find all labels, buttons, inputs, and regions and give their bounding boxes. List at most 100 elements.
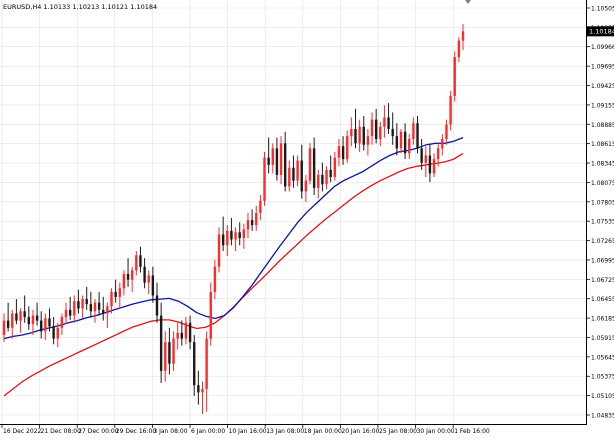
candle[interactable] [275, 137, 279, 181]
candle[interactable] [201, 381, 204, 414]
candle[interactable] [432, 153, 436, 178]
candle[interactable] [279, 136, 283, 185]
candle[interactable] [89, 291, 93, 318]
candle[interactable] [362, 116, 365, 151]
candle[interactable] [374, 108, 378, 144]
candle[interactable] [350, 117, 353, 147]
candle[interactable] [292, 155, 295, 188]
candle[interactable] [271, 143, 274, 174]
candle[interactable] [213, 259, 217, 300]
candle[interactable] [188, 315, 192, 350]
candle[interactable] [366, 128, 370, 156]
candle[interactable] [304, 174, 308, 203]
candle[interactable] [263, 151, 266, 206]
candle[interactable] [6, 302, 10, 332]
candle[interactable] [139, 246, 142, 273]
candle[interactable] [118, 282, 121, 309]
candle[interactable] [205, 331, 208, 412]
candle[interactable] [283, 131, 287, 192]
candle[interactable] [288, 160, 291, 192]
candle[interactable] [114, 279, 117, 303]
candle[interactable] [56, 322, 59, 348]
candle[interactable] [60, 313, 64, 335]
candle[interactable] [93, 299, 97, 323]
candle[interactable] [337, 139, 341, 167]
candle[interactable] [308, 143, 312, 185]
candle[interactable] [15, 299, 18, 325]
candle[interactable] [155, 282, 159, 323]
candle[interactable] [217, 227, 221, 273]
candle[interactable] [321, 162, 324, 192]
candle[interactable] [238, 222, 241, 246]
candle[interactable] [197, 370, 200, 405]
candle[interactable] [424, 146, 427, 178]
candle[interactable] [370, 112, 374, 145]
candle[interactable] [445, 119, 448, 145]
shift-marker-icon[interactable] [465, 0, 471, 4]
candle[interactable] [428, 144, 432, 183]
candle[interactable] [408, 133, 411, 160]
candle[interactable] [333, 151, 337, 181]
candle[interactable] [135, 250, 138, 276]
candle[interactable] [164, 331, 167, 382]
candle[interactable] [329, 155, 332, 183]
candle[interactable] [255, 205, 258, 231]
candle[interactable] [97, 291, 101, 316]
candle[interactable] [436, 143, 440, 167]
candle[interactable] [68, 296, 72, 320]
candle[interactable] [325, 166, 328, 190]
candle[interactable] [159, 302, 163, 384]
candle[interactable] [176, 322, 179, 350]
candle[interactable] [110, 288, 113, 314]
candle[interactable] [412, 117, 415, 145]
candle[interactable] [234, 227, 237, 251]
candle[interactable] [27, 306, 31, 330]
candle[interactable] [403, 123, 407, 160]
candle[interactable] [354, 108, 357, 149]
candle[interactable] [209, 282, 212, 346]
candle[interactable] [147, 270, 150, 295]
candle[interactable] [230, 217, 233, 246]
candle[interactable] [379, 121, 382, 147]
candle[interactable] [300, 144, 303, 199]
candle[interactable] [126, 258, 130, 287]
candle[interactable] [48, 308, 51, 332]
candle[interactable] [130, 266, 134, 292]
candle[interactable] [457, 37, 461, 63]
candle[interactable] [226, 225, 229, 257]
candle[interactable] [461, 24, 465, 50]
candle[interactable] [40, 311, 43, 339]
candle[interactable] [44, 313, 47, 340]
candle[interactable] [180, 320, 184, 346]
candle[interactable] [64, 302, 68, 325]
candle[interactable] [387, 103, 390, 134]
candle[interactable] [31, 309, 35, 335]
candle[interactable] [395, 123, 399, 156]
candle[interactable] [151, 266, 155, 303]
candle[interactable] [420, 139, 423, 170]
candle[interactable] [77, 289, 80, 314]
candle[interactable] [346, 130, 349, 163]
candle[interactable] [193, 334, 196, 396]
price-scale[interactable]: 1.105051.102351.099661.096951.094251.091… [586, 6, 614, 420]
candle[interactable] [73, 295, 76, 323]
candle[interactable] [246, 212, 250, 239]
candle[interactable] [341, 136, 345, 165]
candle[interactable] [416, 116, 419, 154]
candle[interactable] [52, 317, 55, 345]
candle[interactable] [221, 216, 225, 251]
candle[interactable] [102, 296, 105, 321]
candle[interactable] [259, 194, 262, 221]
candle[interactable] [267, 137, 270, 174]
candle[interactable] [2, 313, 6, 343]
candles[interactable] [2, 24, 465, 414]
candle[interactable] [168, 327, 171, 375]
candle[interactable] [449, 90, 452, 131]
candle[interactable] [35, 302, 39, 326]
candle[interactable] [391, 112, 394, 145]
candle[interactable] [23, 295, 26, 323]
candle[interactable] [383, 105, 386, 138]
candle[interactable] [317, 169, 320, 199]
